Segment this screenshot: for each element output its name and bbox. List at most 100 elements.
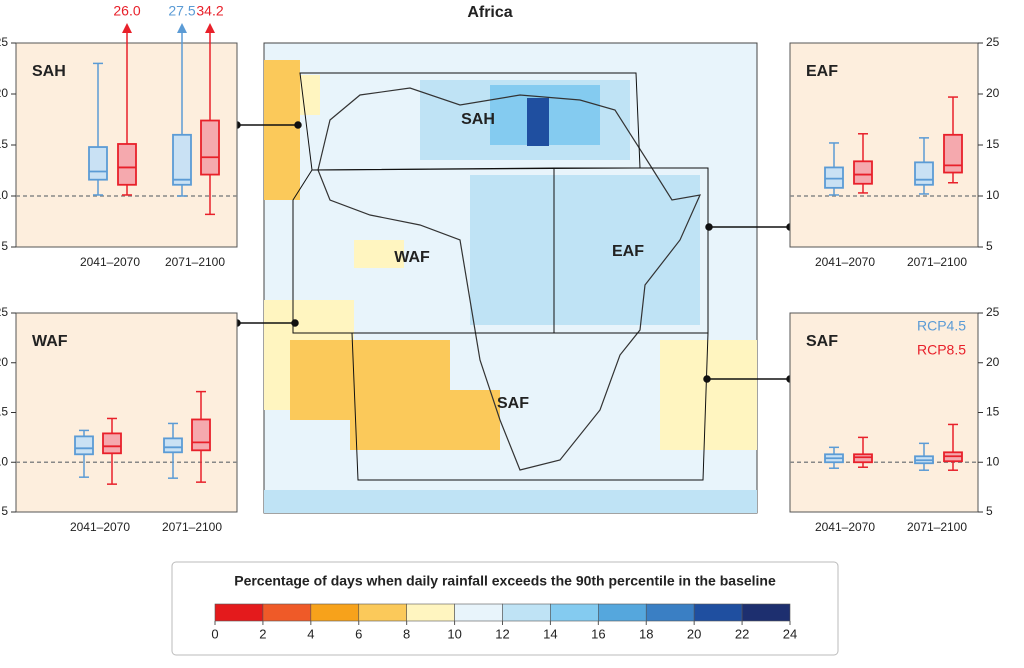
region-label: WAF [394,249,430,266]
value-label: 26.0 [113,3,140,19]
legend-entry: RCP4.5 [917,318,966,334]
arrow-head [122,23,132,33]
box [117,143,137,186]
colorbar-segment [741,603,791,622]
box [191,418,211,452]
box [853,453,873,464]
colorbar-tick-label: 4 [307,626,314,641]
colorbar-tick-label: 2 [259,626,266,641]
colorbar-tick-label: 20 [687,626,701,641]
region-label: EAF [612,243,644,260]
legend-entry: RCP8.5 [917,342,966,358]
panel-title: EAF [806,63,838,80]
y-tick-label: 15 [0,405,8,419]
box [943,133,963,174]
y-tick-label: 25 [0,35,8,49]
y-tick-label: 20 [986,86,1000,100]
y-tick-label: 10 [986,188,1000,202]
y-tick-label: 10 [0,454,8,468]
box [74,435,94,456]
panel-title: WAF [32,333,68,350]
value-label: 27.5 [168,3,195,19]
map: SAH WAF EAF SAF [263,42,758,514]
y-tick-label: 25 [986,305,1000,319]
map-cell [264,60,300,200]
y-tick-label: 20 [0,86,8,100]
map-cell [354,240,404,268]
x-tick-label: 2041–2070 [70,520,130,534]
colorbar-segment [358,603,407,622]
y-tick-label: 5 [1,504,8,518]
colorbar-segment [502,603,551,622]
box [88,146,108,181]
map-cell [350,390,500,450]
figure-title: Africa [467,4,512,21]
connector-dot [705,223,713,231]
colorbar-tick-label: 22 [735,626,749,641]
x-tick-label: 2041–2070 [815,255,875,269]
panel-title: SAF [806,333,838,350]
y-tick-label: 15 [986,405,1000,419]
y-tick-label: 5 [1,239,8,253]
box [172,133,192,186]
box [853,160,873,185]
map-cell [300,75,320,115]
region-box [351,332,709,481]
y-tick-label: 25 [986,35,1000,49]
colorbar-segment [550,603,599,622]
y-tick-label: 5 [986,239,993,253]
colorbar-tick-label: 0 [211,626,218,641]
colorbar-segment [406,603,455,622]
colorbar-segment [598,603,647,622]
colorbar-tick-label: 12 [495,626,509,641]
box [914,161,934,186]
panel [15,312,238,513]
x-tick-label: 2071–2100 [162,520,222,534]
map-cell [660,340,757,450]
box [163,437,183,454]
colorbar-segment [214,603,264,622]
colorbar-tick-label: 24 [783,626,797,641]
region-label: SAH [461,111,495,128]
x-tick-label: 2041–2070 [80,255,140,269]
panel-title: SAH [32,63,66,80]
colorbar-tick-label: 14 [543,626,557,641]
africa-outline [317,87,702,471]
colorbar-segment [454,603,503,622]
y-tick-label: 10 [986,454,1000,468]
colorbar-segment [310,603,360,622]
box [102,432,122,455]
y-tick-label: 15 [0,137,8,151]
box [824,166,844,189]
connector-dot [703,375,711,383]
y-tick-label: 5 [986,504,993,518]
y-tick-label: 20 [986,355,1000,369]
connector-dot [291,319,299,327]
colorbar-segment [693,603,743,622]
connector-dot [294,121,302,129]
box [200,119,220,176]
colorbar-title: Percentage of days when daily rainfall e… [234,573,776,589]
colorbar-segment [645,603,695,622]
map-cell [264,490,757,513]
x-tick-label: 2071–2100 [907,520,967,534]
map-cell [527,98,549,146]
colorbar-tick-label: 10 [447,626,461,641]
region-label: SAF [497,395,529,412]
colorbar-tick-label: 6 [355,626,362,641]
arrow-head [177,23,187,33]
x-tick-label: 2041–2070 [815,520,875,534]
colorbar-tick-label: 8 [403,626,410,641]
arrow-head [205,23,215,33]
colorbar-tick-label: 16 [591,626,605,641]
y-tick-label: 20 [0,355,8,369]
value-label: 34.2 [196,3,223,19]
y-tick-label: 25 [0,305,8,319]
y-tick-label: 10 [0,188,8,202]
map-cell [470,175,700,325]
y-tick-label: 15 [986,137,1000,151]
x-tick-label: 2071–2100 [165,255,225,269]
colorbar-tick-label: 18 [639,626,653,641]
x-tick-label: 2071–2100 [907,255,967,269]
